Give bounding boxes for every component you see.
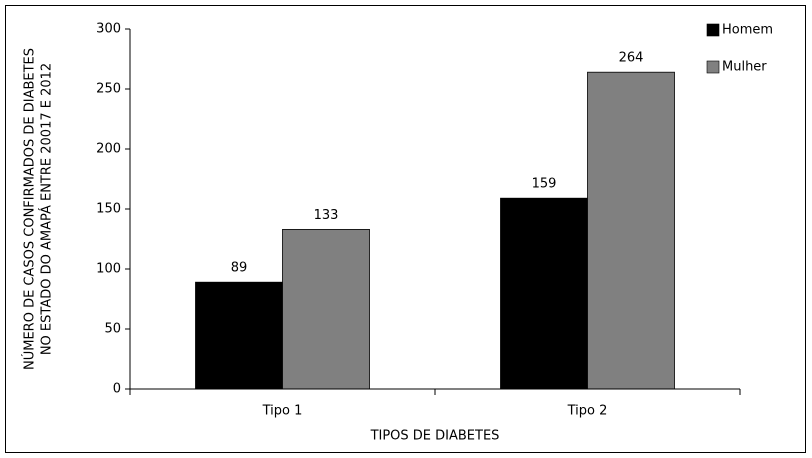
- x-tick-label: Tipo 1: [262, 404, 303, 419]
- y-axis-label-line: NÚMERO DE CASOS CONFIRMADOS DE DIABETES: [22, 48, 38, 370]
- y-tick-label: 250: [96, 82, 121, 97]
- legend-swatch: [706, 23, 720, 37]
- legend-label: Mulher: [722, 60, 767, 75]
- legend-label: Homem: [722, 23, 773, 38]
- y-tick-label: 50: [104, 322, 121, 337]
- bar: [195, 281, 283, 390]
- bar: [500, 197, 588, 390]
- value-label: 133: [314, 208, 339, 223]
- y-tick-label: 100: [96, 262, 121, 277]
- value-label: 89: [231, 261, 248, 276]
- x-axis-label: TIPOS DE DIABETES: [370, 429, 500, 444]
- bar: [587, 71, 675, 390]
- y-tick-label: 200: [96, 142, 121, 157]
- y-tick-label: 0: [113, 382, 121, 397]
- legend-swatch: [706, 60, 720, 74]
- bar: [282, 228, 370, 390]
- x-tick-label: Tipo 2: [567, 404, 608, 419]
- y-axis-label-line: NO ESTADO DO AMAPÁ ENTRE 20017 E 2012: [39, 63, 55, 355]
- y-tick-label: 150: [96, 202, 121, 217]
- chart-border: [5, 5, 806, 453]
- y-axis-label: NÚMERO DE CASOS CONFIRMADOS DE DIABETES …: [22, 48, 55, 370]
- y-tick-label: 300: [96, 22, 121, 37]
- value-label: 264: [619, 51, 644, 66]
- value-label: 159: [532, 177, 557, 192]
